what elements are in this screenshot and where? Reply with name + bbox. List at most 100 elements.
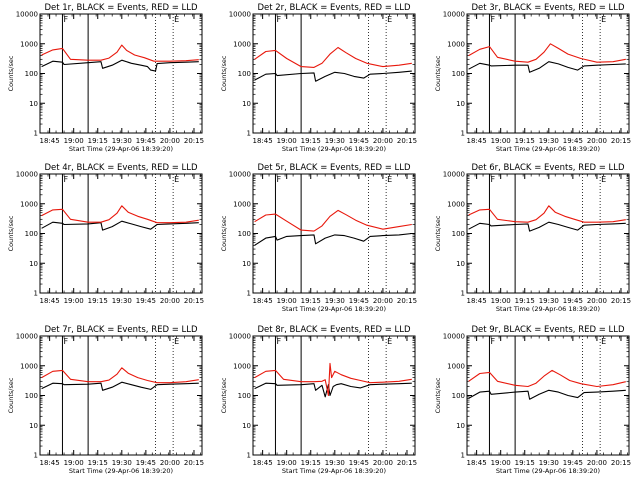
flag-label: E [601,15,606,24]
x-tick-label: 19:45 [136,459,156,467]
flag-label: F [63,175,68,184]
x-tick-label: 19:00 [64,137,84,145]
flag-label: E [174,175,179,184]
y-tick-label: 10000 [16,171,38,179]
events-series-line [468,221,626,232]
x-tick-label: 18:45 [253,137,273,145]
y-axis-label: Counts/sec [434,55,442,91]
y-tick-label: 100 [25,70,38,78]
plot-frame [39,13,203,134]
x-axis-label: Start Time (29-Apr-06 18:39:20) [496,305,600,313]
x-tick-label: 19:15 [88,137,108,145]
y-axis-label: Counts/sec [7,215,15,251]
y-tick-label: 10 [456,422,465,430]
x-axis-label: Start Time (29-Apr-06 18:39:20) [496,145,600,153]
y-tick-label: 100 [25,392,38,400]
x-tick-label: 18:45 [253,459,273,467]
flag-label: F [276,175,281,184]
y-tick-label: 10000 [229,171,251,179]
x-tick-label: 20:15 [397,137,417,145]
y-tick-label: 100 [238,230,251,238]
x-tick-label: 18:45 [40,459,60,467]
x-tick-label: 20:00 [373,459,393,467]
detector-panel-1: Det 1r, BLACK = Events, RED = LLD 1 10 100 1… [7,3,204,153]
x-tick-label: 19:45 [136,137,156,145]
y-tick-label: 10000 [16,333,38,341]
x-tick-label: 19:00 [64,297,84,305]
panel-title: Det 2r, BLACK = Events, RED = LLD [257,3,411,13]
y-tick-label: 100 [452,230,465,238]
y-tick-label: 10 [29,260,38,268]
y-tick-label: 10 [456,100,465,108]
y-tick-label: 10000 [443,11,465,19]
x-tick-label: 19:30 [112,459,132,467]
events-series-line [254,382,412,398]
flag-label: F [276,15,281,24]
x-axis-label: Start Time (29-Apr-06 18:39:20) [496,467,600,475]
y-axis-label: Counts/sec [220,55,228,91]
x-tick-label: 19:00 [491,297,511,305]
lld-series-line [468,369,626,388]
y-tick-label: 1000 [233,362,251,370]
x-tick-label: 19:15 [515,137,535,145]
events-series-line [254,70,412,82]
y-tick-label: 1000 [20,40,38,48]
x-tick-label: 18:45 [253,297,273,305]
detector-panel-7: Det 7r, BLACK = Events, RED = LLD 1 10 100 1… [7,325,204,475]
x-tick-label: 20:15 [611,137,631,145]
flag-label: F [490,337,495,346]
y-axis-label: Counts/sec [434,215,442,251]
events-series-line [41,381,199,391]
y-tick-label: 100 [238,70,251,78]
x-tick-label: 20:15 [184,297,204,305]
x-tick-label: 19:00 [277,137,297,145]
x-axis-label: Start Time (29-Apr-06 18:39:20) [282,145,386,153]
y-tick-label: 10 [242,422,251,430]
x-tick-label: 19:30 [539,137,559,145]
lld-series-line [254,362,412,397]
y-tick-label: 10000 [229,333,251,341]
panel-title: Det 6r, BLACK = Events, RED = LLD [471,163,625,173]
flag-label: E [387,175,392,184]
x-tick-label: 19:15 [301,137,321,145]
flag-label: E [174,337,179,346]
y-tick-label: 10 [29,100,38,108]
flag-label: E [601,337,606,346]
x-tick-label: 19:30 [539,459,559,467]
panel-title: Det 3r, BLACK = Events, RED = LLD [471,3,625,13]
x-tick-label: 20:00 [587,137,607,145]
x-tick-label: 19:45 [563,459,583,467]
x-tick-label: 19:00 [491,137,511,145]
x-tick-label: 20:00 [160,137,180,145]
y-tick-label: 100 [452,70,465,78]
events-series-line [254,232,412,246]
y-tick-label: 100 [238,392,251,400]
x-tick-label: 20:15 [184,137,204,145]
flag-label: E [174,15,179,24]
x-tick-label: 20:15 [611,459,631,467]
flag-label: F [63,15,68,24]
panel-title: Det 8r, BLACK = Events, RED = LLD [257,325,411,335]
x-tick-label: 19:00 [277,297,297,305]
x-tick-label: 20:00 [587,459,607,467]
y-tick-label: 10000 [229,11,251,19]
x-tick-label: 19:45 [349,297,369,305]
y-tick-label: 1000 [447,362,465,370]
y-tick-label: 10000 [443,333,465,341]
events-series-line [468,61,626,73]
events-series-line [468,389,626,400]
x-tick-label: 19:15 [301,297,321,305]
y-tick-label: 10 [29,422,38,430]
x-tick-label: 19:45 [349,459,369,467]
x-axis-label: Start Time (29-Apr-06 18:39:20) [69,467,173,475]
x-tick-label: 19:45 [349,137,369,145]
x-tick-label: 19:30 [112,137,132,145]
x-tick-label: 19:15 [515,297,535,305]
y-tick-label: 1000 [20,362,38,370]
x-tick-label: 19:45 [563,297,583,305]
flag-label: F [490,15,495,24]
panel-title: Det 5r, BLACK = Events, RED = LLD [257,163,411,173]
events-series-line [41,59,199,72]
x-tick-label: 20:15 [397,459,417,467]
y-tick-label: 1 [34,452,38,460]
